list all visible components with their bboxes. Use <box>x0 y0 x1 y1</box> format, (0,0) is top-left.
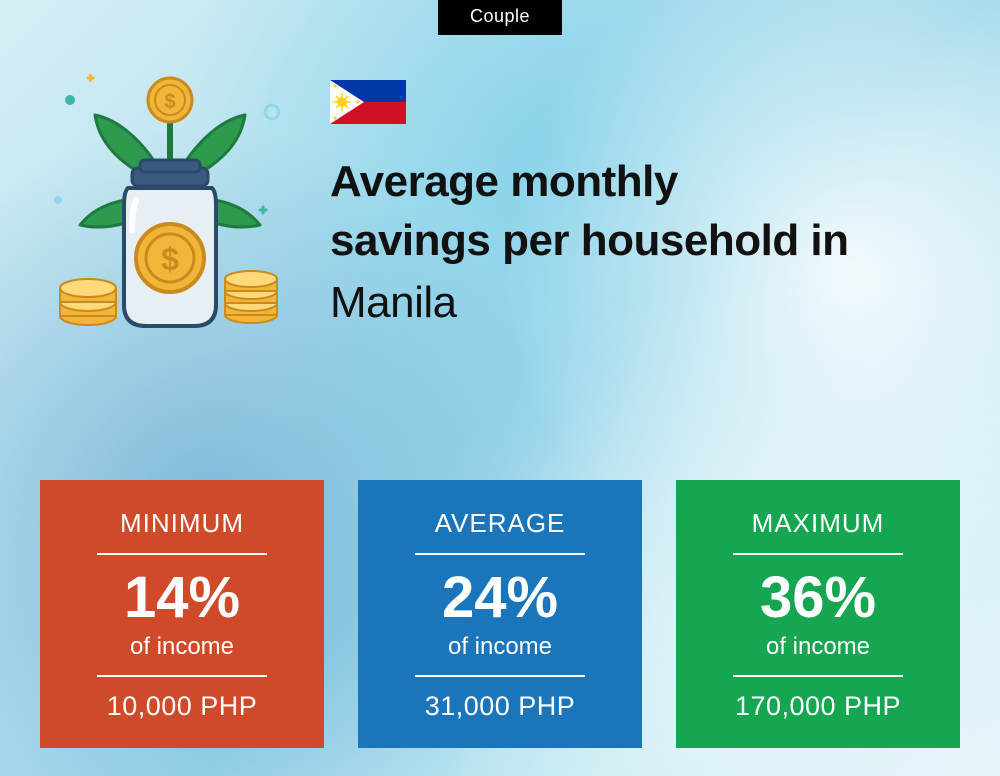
divider <box>97 675 267 677</box>
title-line-2: savings per household in <box>330 216 849 265</box>
card-amount: 170,000 PHP <box>700 691 936 722</box>
hero-row: $ $ <box>40 60 960 340</box>
page-title: Average monthly savings per household in… <box>330 152 960 332</box>
stat-card-average: AVERAGE 24% of income 31,000 PHP <box>358 480 642 748</box>
divider <box>97 553 267 555</box>
divider <box>733 675 903 677</box>
divider <box>415 553 585 555</box>
card-amount: 31,000 PHP <box>382 691 618 722</box>
stat-card-minimum: MINIMUM 14% of income 10,000 PHP <box>40 480 324 748</box>
title-block: Average monthly savings per household in… <box>330 60 960 332</box>
stat-cards-row: MINIMUM 14% of income 10,000 PHP AVERAGE… <box>40 480 960 748</box>
card-percent: 36% <box>700 569 936 627</box>
card-label: MINIMUM <box>64 508 300 539</box>
title-line-1: Average monthly <box>330 157 678 206</box>
card-label: MAXIMUM <box>700 508 936 539</box>
stat-card-maximum: MAXIMUM 36% of income 170,000 PHP <box>676 480 960 748</box>
svg-text:$: $ <box>161 241 179 277</box>
card-label: AVERAGE <box>382 508 618 539</box>
card-subtext: of income <box>700 633 936 661</box>
card-amount: 10,000 PHP <box>64 691 300 722</box>
card-percent: 24% <box>382 569 618 627</box>
category-badge: Couple <box>438 0 562 35</box>
city-name: Manila <box>330 273 960 332</box>
savings-jar-illustration: $ $ <box>40 60 300 340</box>
card-subtext: of income <box>382 633 618 661</box>
card-subtext: of income <box>64 633 300 661</box>
svg-text:$: $ <box>164 91 175 113</box>
philippines-flag-icon <box>330 80 406 124</box>
divider <box>733 553 903 555</box>
divider <box>415 675 585 677</box>
card-percent: 14% <box>64 569 300 627</box>
